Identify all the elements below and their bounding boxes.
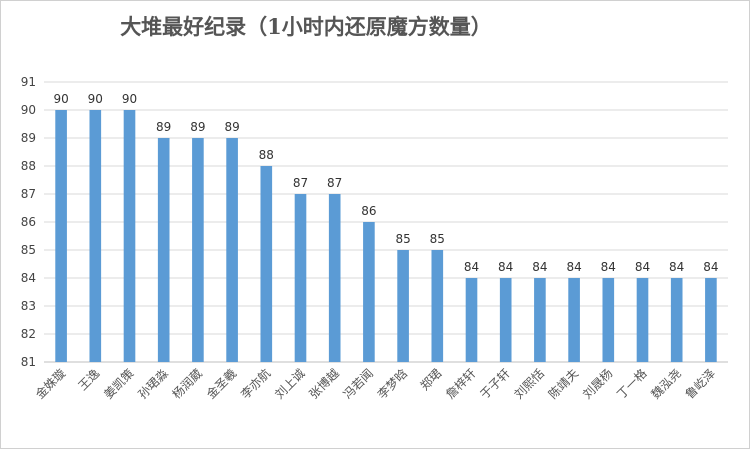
- data-label: 89: [156, 120, 171, 134]
- data-label: 84: [601, 260, 616, 274]
- data-label: 84: [498, 260, 513, 274]
- x-tick-label: 冯若闻: [341, 366, 376, 401]
- x-tick-label: 张博越: [306, 366, 342, 402]
- bar: [363, 222, 375, 362]
- data-label: 89: [190, 120, 205, 134]
- bar: [192, 138, 204, 362]
- bar: [260, 166, 273, 362]
- y-tick-label: 89: [21, 131, 36, 145]
- x-tick-label: 詹梓轩: [443, 366, 479, 402]
- data-label: 84: [464, 260, 479, 274]
- x-tick-label: 鲁屹泽: [683, 366, 718, 401]
- x-tick-label: 刘上诚: [272, 366, 307, 401]
- x-tick-label: 刘晟杨: [579, 366, 615, 402]
- data-label: 85: [395, 232, 410, 246]
- bar: [636, 278, 649, 362]
- y-axis: 81 82 83 84 85 86 87 88 89 90 91: [21, 75, 36, 369]
- y-tick-label: 85: [21, 243, 36, 257]
- bar: [499, 278, 512, 362]
- data-label: 84: [703, 260, 718, 274]
- x-tick-label: 孙珺淼: [135, 366, 171, 402]
- x-tick-label: 姜凯策: [101, 366, 136, 401]
- x-tick-label: 魏泓尧: [648, 366, 684, 402]
- x-tick-label: 杨润葳: [169, 366, 205, 402]
- bars: [55, 110, 717, 362]
- y-tick-label: 81: [21, 355, 36, 369]
- data-label: 84: [566, 260, 581, 274]
- bar: [294, 194, 307, 362]
- data-label: 85: [430, 232, 445, 246]
- bar: [534, 278, 546, 362]
- bar: [226, 138, 238, 362]
- bar: [328, 194, 341, 362]
- x-tick-label: 于子轩: [477, 366, 512, 401]
- data-label: 88: [259, 148, 274, 162]
- y-tick-label: 90: [21, 103, 36, 117]
- y-tick-label: 83: [21, 299, 36, 313]
- grid-lines: [44, 81, 728, 363]
- data-label: 87: [293, 176, 308, 190]
- bar: [397, 250, 409, 362]
- bar: [89, 110, 102, 362]
- bar: [670, 278, 683, 362]
- y-tick-label: 87: [21, 187, 36, 201]
- y-tick-label: 84: [21, 271, 36, 285]
- y-tick-label: 91: [21, 75, 36, 89]
- bar: [602, 278, 615, 362]
- x-tick-label: 刘熙恬: [512, 366, 547, 401]
- data-label: 90: [88, 92, 103, 106]
- x-tick-label: 李亦航: [237, 366, 273, 402]
- data-labels: 90 90 90 89 89 89 88 87 87 86 85 85 84 84 84 84 84 84 84 84: [53, 92, 718, 274]
- bar: [55, 110, 67, 362]
- x-tick-label: 金姝璇: [32, 366, 68, 402]
- x-tick-label: 陈靖夫: [545, 366, 581, 402]
- data-label: 89: [224, 120, 239, 134]
- bar: [431, 250, 444, 362]
- data-label: 87: [327, 176, 342, 190]
- y-tick-label: 86: [21, 215, 36, 229]
- bar: [157, 138, 170, 362]
- data-label: 84: [669, 260, 684, 274]
- x-tick-label: 李梦晗: [374, 366, 410, 402]
- bar: [705, 278, 717, 362]
- data-label: 84: [532, 260, 547, 274]
- data-label: 90: [122, 92, 137, 106]
- chart-title: 大堆最好纪录（1小时内还原魔方数量）: [120, 14, 492, 39]
- bar: [568, 278, 580, 362]
- data-label: 90: [53, 92, 68, 106]
- x-tick-label: 王逸: [76, 366, 103, 393]
- bar: [465, 278, 478, 362]
- y-tick-label: 82: [21, 327, 36, 341]
- data-label: 86: [361, 204, 376, 218]
- x-tick-label: 金圣羲: [203, 366, 239, 402]
- data-label: 84: [635, 260, 650, 274]
- x-tick-label: 郑珺: [417, 366, 445, 394]
- y-tick-label: 88: [21, 159, 36, 173]
- bar: [123, 110, 136, 362]
- x-tick-label: 丁一格: [614, 366, 650, 402]
